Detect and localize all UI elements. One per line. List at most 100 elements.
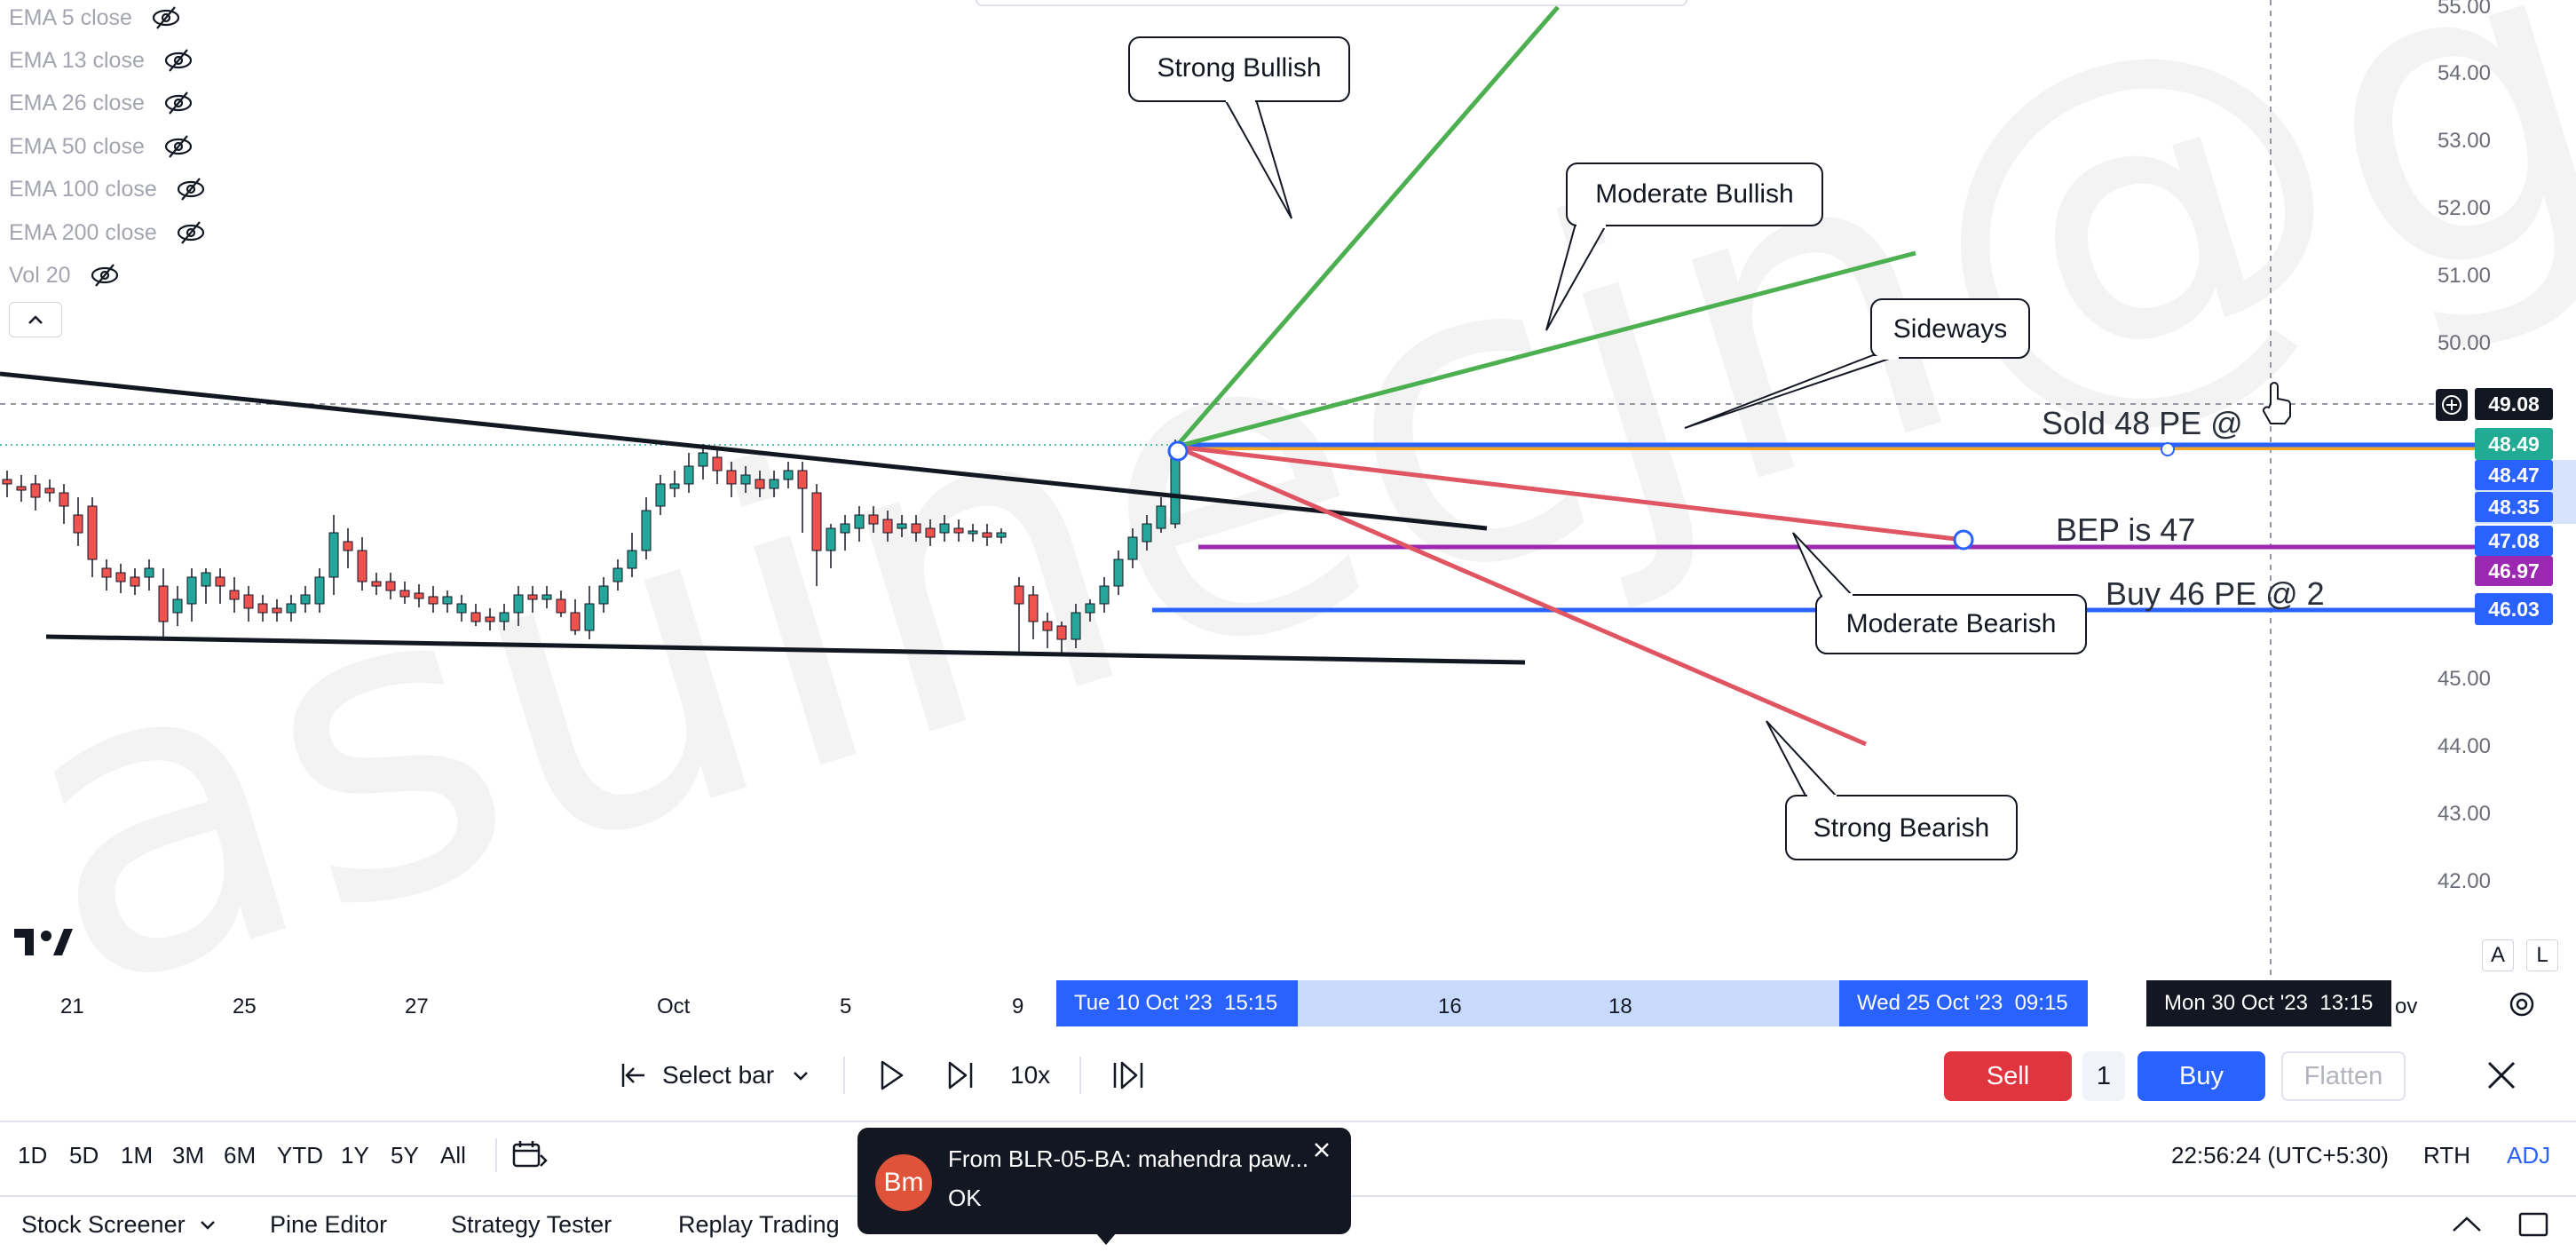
legend-ema26[interactable]: EMA 26 close [9, 85, 194, 121]
clock-readout[interactable]: 22:56:24 (UTC+5:30) [2171, 1141, 2389, 1169]
callout-moderate-bearish: Moderate Bearish [1792, 532, 2087, 654]
time-tick: 5 [840, 994, 852, 1018]
speed-button[interactable]: 10x [1010, 1061, 1051, 1089]
eye-hidden-icon[interactable] [162, 90, 194, 116]
candle-body [925, 527, 936, 538]
callout-strong-bearish: Strong Bearish [1766, 720, 2018, 860]
candle-body [1142, 523, 1152, 543]
auto-scale-button[interactable]: A [2482, 939, 2514, 971]
adjust-button[interactable]: ADJ [2507, 1141, 2551, 1169]
play-button[interactable] [879, 1037, 905, 1113]
range-ytd[interactable]: YTD [277, 1141, 323, 1169]
eye-hidden-icon[interactable] [162, 133, 194, 160]
callout-moderate-bullish: Moderate Bullish [1545, 162, 1823, 331]
range-1d[interactable]: 1D [18, 1141, 48, 1169]
play-icon [881, 1060, 904, 1090]
legend-ema5[interactable]: EMA 5 close [9, 0, 182, 36]
range-3m[interactable]: 3M [172, 1141, 205, 1169]
eye-hidden-icon[interactable] [162, 47, 194, 74]
buy-annotation[interactable]: Buy 46 PE @ 2 [2106, 575, 2325, 612]
candle-body [470, 612, 481, 622]
chart-canvas[interactable]: Strong Bullish Moderate Bullish Sideways… [0, 0, 2576, 980]
candle-body [826, 527, 836, 551]
legend-ema13[interactable]: EMA 13 close [9, 43, 194, 78]
legend-ema200[interactable]: EMA 200 close [9, 215, 207, 250]
price-tick: 52.00 [2437, 196, 2491, 220]
callout-label: Strong Bearish [1813, 813, 1989, 843]
step-forward-icon [948, 1061, 973, 1090]
collapse-legend-button[interactable] [9, 302, 62, 337]
candle-body [684, 465, 694, 485]
candle-body [641, 510, 652, 551]
legend-vol20[interactable]: Vol 20 [9, 258, 121, 293]
quantity-field[interactable]: 1 [2082, 1051, 2125, 1101]
range-1y[interactable]: 1Y [341, 1141, 369, 1169]
bep-annotation[interactable]: BEP is 47 [2056, 511, 2196, 548]
candle-body [158, 585, 169, 622]
bep-price-tag: 46.97 [2475, 556, 2553, 586]
price-tick: 55.00 [2437, 0, 2491, 19]
candle-body [300, 594, 311, 605]
sell-button[interactable]: Sell [1944, 1051, 2072, 1101]
candle-body [328, 532, 339, 578]
log-scale-button[interactable]: L [2526, 939, 2558, 971]
range-5d[interactable]: 5D [69, 1141, 99, 1169]
price-tick: 45.00 [2437, 667, 2491, 691]
eye-hidden-icon[interactable] [150, 4, 182, 31]
legend-ema100[interactable]: EMA 100 close [9, 171, 207, 207]
candle-body [371, 581, 382, 587]
top-panel-edge [976, 0, 1687, 6]
eye-hidden-icon[interactable] [175, 176, 207, 202]
add-alert-button[interactable] [2436, 389, 2468, 421]
level-price-tag: 48.47 [2475, 460, 2553, 490]
toolbar-divider [495, 1138, 497, 1172]
candle-body [130, 576, 140, 587]
range-1m[interactable]: 1M [121, 1141, 154, 1169]
time-axis[interactable]: 21 25 27 Oct 5 9 16 18 Tue 10 Oct '23 15… [0, 980, 2576, 1034]
flatten-button[interactable]: Flatten [2281, 1051, 2406, 1101]
candle-body [1085, 603, 1095, 614]
sold-annotation[interactable]: Sold 48 PE @ [2042, 405, 2243, 441]
candle-body [456, 603, 467, 614]
range-5y[interactable]: 5Y [391, 1141, 419, 1169]
settings-gear-icon[interactable] [2507, 989, 2537, 1019]
calendar-range-icon [512, 1141, 548, 1168]
chevron-up-icon[interactable] [2450, 1215, 2484, 1234]
session-button[interactable]: RTH [2423, 1141, 2470, 1169]
chevron-up-icon [28, 315, 43, 324]
legend-ema50[interactable]: EMA 50 close [9, 129, 194, 164]
strong-bullish-line [1174, 5, 1560, 448]
candle-body [186, 576, 197, 605]
candle-body [272, 607, 282, 614]
chat-notification-toast[interactable]: Bm From BLR-05-BA: mahendra paw... OK [857, 1128, 1351, 1245]
candle-body [172, 598, 183, 614]
select-bar-button[interactable]: Select bar [620, 1037, 810, 1113]
candle-body [996, 532, 1007, 538]
eye-hidden-icon[interactable] [89, 262, 121, 289]
step-forward-button[interactable] [946, 1037, 976, 1113]
candle-body [655, 483, 666, 507]
go-to-date-button[interactable] [511, 1122, 549, 1188]
plus-circle-icon [2442, 395, 2461, 415]
buy-button[interactable]: Buy [2137, 1051, 2265, 1101]
tab-stock-screener[interactable]: Stock Screener [21, 1197, 216, 1252]
candle-body [2, 479, 12, 485]
jump-to-realtime-button[interactable] [1111, 1037, 1147, 1113]
candle-body [897, 523, 907, 529]
eye-hidden-icon[interactable] [175, 219, 207, 246]
time-tick-cutoff: ov [2395, 994, 2418, 1018]
range-all[interactable]: All [440, 1141, 466, 1169]
tab-strategy-tester[interactable]: Strategy Tester [451, 1210, 612, 1238]
candle-body [101, 567, 112, 578]
close-replay-button[interactable] [2485, 1037, 2517, 1113]
tab-pine-editor[interactable]: Pine Editor [270, 1210, 388, 1238]
maximize-panel-icon[interactable] [2517, 1211, 2549, 1238]
moderate-bullish-line [1175, 250, 1916, 449]
candle-body [30, 483, 41, 498]
close-icon[interactable] [1312, 1140, 1331, 1160]
level-price-tag: 47.08 [2475, 526, 2553, 556]
range-6m[interactable]: 6M [224, 1141, 257, 1169]
time-tick: 9 [1012, 994, 1024, 1018]
candle-body [712, 456, 723, 471]
tab-replay-trading[interactable]: Replay Trading [678, 1210, 840, 1238]
